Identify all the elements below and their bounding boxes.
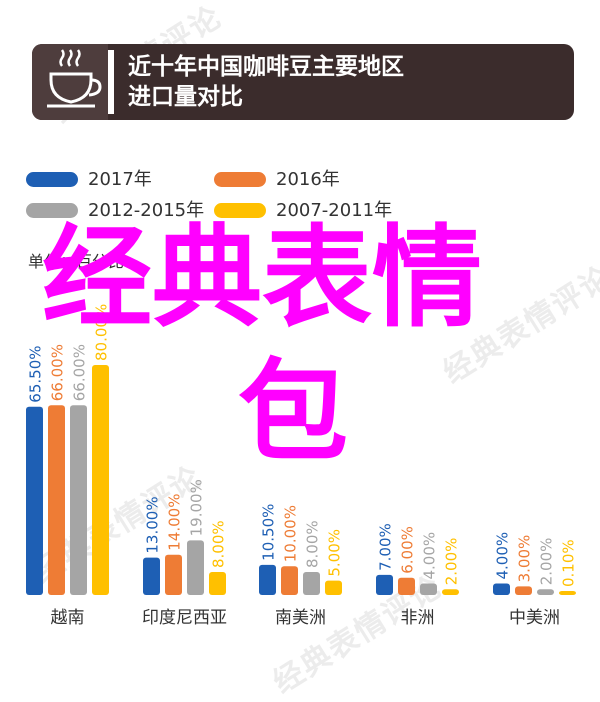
data-label: 0.10% — [560, 539, 578, 587]
bar-3-series-2017 — [259, 564, 276, 595]
bar-4-series-2007-2011 — [442, 589, 459, 595]
data-label: 6.00% — [399, 526, 417, 574]
data-label: 80.00% — [93, 304, 111, 361]
category-label: 印度尼西亚 — [142, 608, 227, 628]
unit-label: 单位：百分比 — [28, 252, 125, 271]
category-label: 南美洲 — [275, 608, 326, 628]
bar-3-series-2007-2011 — [325, 580, 342, 595]
bar-5-series-2012-2015 — [537, 589, 554, 595]
data-label: 4.00% — [494, 532, 512, 580]
category-label: 中美洲 — [509, 608, 560, 628]
bar-4-series-2017 — [376, 574, 393, 595]
data-label: 66.00% — [71, 344, 89, 401]
bar-2-series-2007-2011 — [209, 572, 226, 595]
legend-swatch — [26, 172, 78, 187]
bar-2-series-2012-2015 — [187, 540, 204, 595]
data-label: 10.50% — [260, 504, 278, 561]
data-label: 7.00% — [377, 523, 395, 571]
legend-label: 2007-2011年 — [276, 200, 393, 221]
bar-1-series-2007-2011 — [92, 365, 109, 595]
bar-5-series-2017 — [493, 583, 510, 595]
data-label: 65.50% — [27, 345, 45, 402]
chart-title-line1: 近十年中国咖啡豆主要地区 — [128, 54, 404, 80]
legend-label: 2012-2015年 — [88, 200, 205, 221]
title-banner: 近十年中国咖啡豆主要地区 进口量对比 — [32, 44, 574, 120]
data-label: 5.00% — [326, 529, 344, 577]
bar-5-series-2007-2011 — [559, 591, 576, 595]
data-label: 19.00% — [188, 479, 206, 536]
data-label: 66.00% — [49, 344, 67, 401]
legend-swatch — [214, 203, 266, 218]
header-divider — [108, 50, 114, 114]
bar-5-series-2016 — [515, 586, 532, 595]
coffee-cup-icon — [47, 49, 102, 108]
legend-swatch — [214, 172, 266, 187]
legend-swatch — [26, 203, 78, 218]
bar-3-series-2016 — [281, 566, 298, 595]
bar-4-series-2016 — [398, 577, 415, 595]
bar-2-series-2017 — [143, 557, 160, 595]
data-label: 13.00% — [144, 496, 162, 553]
category-label: 越南 — [51, 608, 85, 628]
data-label: 8.00% — [304, 520, 322, 568]
data-label: 2.00% — [443, 538, 461, 586]
data-label: 14.00% — [166, 494, 184, 551]
header-icon-box — [32, 44, 108, 120]
bar-2-series-2016 — [165, 554, 182, 595]
data-label: 10.00% — [282, 505, 300, 562]
data-label: 4.00% — [421, 532, 439, 580]
chart-title: 近十年中国咖啡豆主要地区 进口量对比 — [128, 52, 568, 112]
category-label: 非洲 — [401, 608, 435, 628]
legend-label: 2017年 — [88, 169, 152, 190]
bar-4-series-2012-2015 — [420, 583, 437, 595]
bar-1-series-2017 — [26, 406, 43, 595]
bar-1-series-2012-2015 — [70, 405, 87, 595]
bar-3-series-2012-2015 — [303, 572, 320, 595]
chart-title-line2: 进口量对比 — [128, 84, 243, 110]
data-label: 2.00% — [538, 538, 556, 586]
data-label: 3.00% — [516, 535, 534, 583]
bar-1-series-2016 — [48, 405, 65, 595]
legend-label: 2016年 — [276, 169, 340, 190]
data-label: 8.00% — [210, 520, 228, 568]
